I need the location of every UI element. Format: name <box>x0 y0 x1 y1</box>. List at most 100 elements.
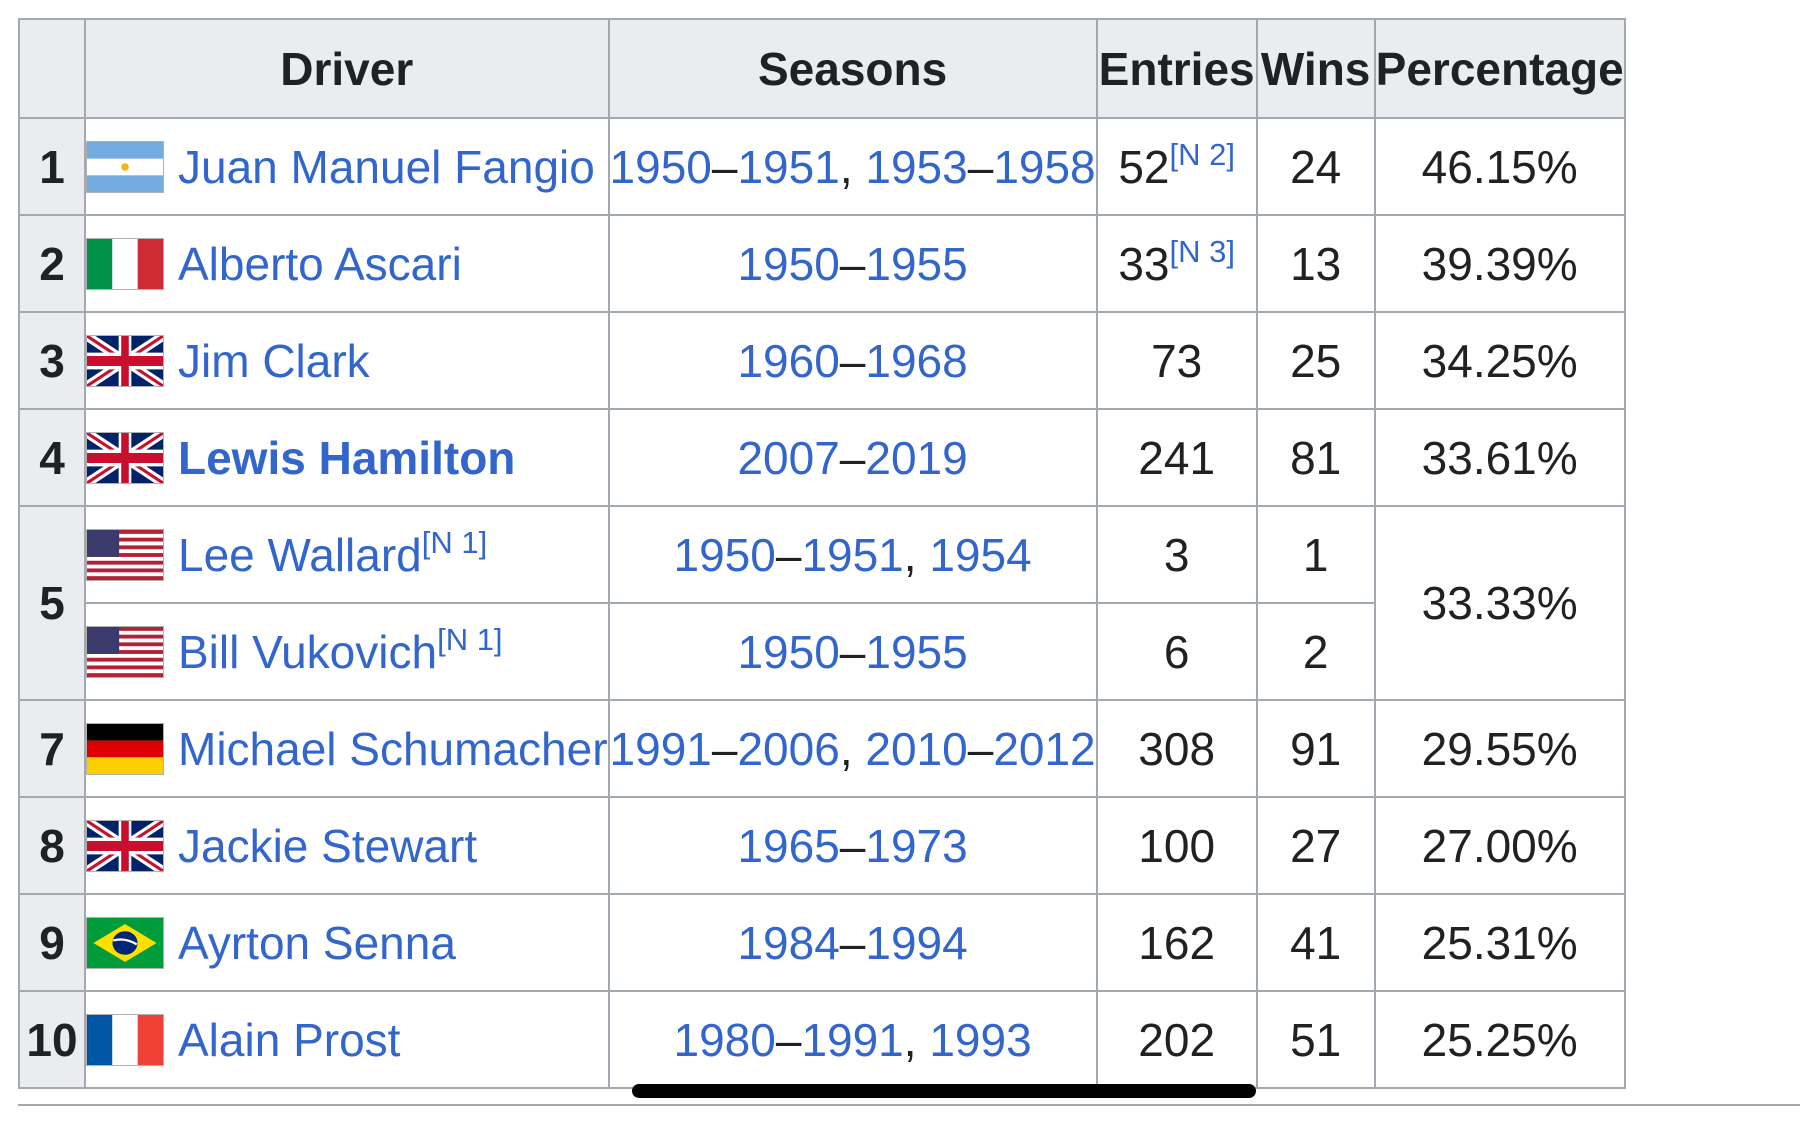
season-year-link[interactable]: 1993 <box>929 1013 1032 1066</box>
header-wins[interactable]: Wins <box>1255 18 1376 119</box>
season-year-link[interactable]: 1960 <box>737 334 840 387</box>
table-row: 10 Alain Prost 1980–1991, 1993 202 51 25.25% <box>18 990 1626 1089</box>
wins-cell: 13 <box>1255 214 1376 313</box>
header-driver[interactable]: Driver <box>84 18 610 119</box>
season-dash: – <box>711 140 738 193</box>
season-year-link[interactable]: 2019 <box>865 431 968 484</box>
table-row: 9 Ayrton Senna 1984–1994 162 41 25.31% <box>18 893 1626 992</box>
entries-cell: 241 <box>1095 408 1258 507</box>
percentage-cell: 46.15% <box>1373 117 1626 216</box>
season-year-link[interactable]: 1951 <box>801 528 904 581</box>
comma-separator: , <box>839 722 866 775</box>
driver-cell: Lewis Hamilton <box>84 408 610 507</box>
season-year-link[interactable]: 1950 <box>673 528 776 581</box>
header-entries[interactable]: Entries <box>1095 18 1258 119</box>
entries-value: 73 <box>1151 334 1203 387</box>
driver-link[interactable]: Juan Manuel Fangio <box>178 140 595 193</box>
percentage-cell: 29.55% <box>1373 699 1626 798</box>
season-year-link[interactable]: 1991 <box>609 722 712 775</box>
header-seasons[interactable]: Seasons <box>607 18 1098 119</box>
germany-flag-icon[interactable] <box>86 723 164 776</box>
season-year-link[interactable]: 1968 <box>865 334 968 387</box>
france-flag-icon[interactable] <box>86 1014 164 1067</box>
footnote-link[interactable]: [N 1] <box>421 524 488 560</box>
season-year-link[interactable]: 1958 <box>993 140 1096 193</box>
wins-cell: 25 <box>1255 311 1376 410</box>
season-year-link[interactable]: 2012 <box>993 722 1096 775</box>
comma-separator: , <box>903 1013 930 1066</box>
driver-link[interactable]: Bill Vukovich <box>178 625 438 678</box>
rank-cell: 10 <box>18 990 86 1089</box>
comma-separator: , <box>903 528 930 581</box>
season-year-link[interactable]: 1973 <box>865 819 968 872</box>
rank-cell: 9 <box>18 893 86 992</box>
driver-link[interactable]: Alberto Ascari <box>178 237 462 290</box>
season-dash: – <box>711 722 738 775</box>
driver-link[interactable]: Ayrton Senna <box>178 916 456 969</box>
season-dash: – <box>839 916 866 969</box>
uk-flag-icon[interactable] <box>86 432 164 485</box>
driver-link[interactable]: Lee Wallard <box>178 528 422 581</box>
season-year-link[interactable]: 1955 <box>865 625 968 678</box>
seasons-cell: 1950–1955 <box>607 214 1098 313</box>
driver-link[interactable]: Jackie Stewart <box>178 819 478 872</box>
table-row: 3 Jim Clark 1960–1968 73 25 34.25% <box>18 311 1626 410</box>
rank-cell: 8 <box>18 796 86 895</box>
entries-value: 241 <box>1138 431 1216 484</box>
season-year-link[interactable]: 1965 <box>737 819 840 872</box>
entries-cell: 162 <box>1095 893 1258 992</box>
italy-flag-icon[interactable] <box>86 238 164 291</box>
driver-cell: Bill Vukovich[N 1] <box>84 602 610 701</box>
driver-link[interactable]: Lewis Hamilton <box>178 431 516 484</box>
seasons-cell: 1991–2006, 2010–2012 <box>607 699 1098 798</box>
season-year-link[interactable]: 1980 <box>673 1013 776 1066</box>
season-year-link[interactable]: 1991 <box>801 1013 904 1066</box>
driver-link[interactable]: Jim Clark <box>178 334 370 387</box>
entries-value: 202 <box>1138 1013 1216 1066</box>
season-dash: – <box>775 1013 802 1066</box>
seasons-cell: 1950–1951, 1954 <box>607 505 1098 604</box>
entries-value: 162 <box>1138 916 1216 969</box>
driver-link[interactable]: Alain Prost <box>178 1013 401 1066</box>
season-year-link[interactable]: 1954 <box>929 528 1032 581</box>
footnote-link[interactable]: [N 1] <box>437 621 503 657</box>
usa-flag-icon[interactable] <box>86 529 164 582</box>
season-year-link[interactable]: 1950 <box>737 625 840 678</box>
season-year-link[interactable]: 2006 <box>737 722 840 775</box>
season-year-link[interactable]: 2010 <box>865 722 968 775</box>
percentage-cell: 33.33% <box>1373 505 1626 701</box>
seasons-cell: 1984–1994 <box>607 893 1098 992</box>
season-year-link[interactable]: 1950 <box>609 140 712 193</box>
entries-value: 3 <box>1163 528 1190 581</box>
season-year-link[interactable]: 1953 <box>865 140 968 193</box>
season-year-link[interactable]: 1994 <box>865 916 968 969</box>
table-row: 1 Juan Manuel Fangio 1950–1951, 1953–1958 5… <box>18 117 1626 216</box>
percentage-cell: 33.61% <box>1373 408 1626 507</box>
usa-flag-icon[interactable] <box>86 626 164 679</box>
entries-value: 308 <box>1138 722 1216 775</box>
season-year-link[interactable]: 1950 <box>737 237 840 290</box>
seasons-cell: 1960–1968 <box>607 311 1098 410</box>
entries-cell: 100 <box>1095 796 1258 895</box>
footnote-link[interactable]: [N 2] <box>1169 136 1235 172</box>
table-row: 2 Alberto Ascari 1950–1955 33[N 3] 13 39.39% <box>18 214 1626 313</box>
uk-flag-icon[interactable] <box>86 820 164 873</box>
brazil-flag-icon[interactable] <box>86 917 164 970</box>
season-dash: – <box>839 237 866 290</box>
season-year-link[interactable]: 2007 <box>737 431 840 484</box>
season-year-link[interactable]: 1951 <box>737 140 840 193</box>
season-year-link[interactable]: 1984 <box>737 916 840 969</box>
home-indicator[interactable] <box>632 1084 1256 1098</box>
header-rank <box>18 18 86 119</box>
season-dash: – <box>839 625 866 678</box>
uk-flag-icon[interactable] <box>86 335 164 388</box>
season-year-link[interactable]: 1955 <box>865 237 968 290</box>
footnote-link[interactable]: [N 3] <box>1169 233 1235 269</box>
argentina-flag-icon[interactable] <box>86 141 164 194</box>
header-percentage[interactable]: Percentage <box>1373 18 1626 119</box>
driver-link[interactable]: Michael Schumacher <box>178 722 608 775</box>
season-dash: – <box>967 140 994 193</box>
entries-value: 6 <box>1163 625 1190 678</box>
table-bottom-edge <box>18 1104 1800 1106</box>
rank-cell: 5 <box>18 505 86 701</box>
